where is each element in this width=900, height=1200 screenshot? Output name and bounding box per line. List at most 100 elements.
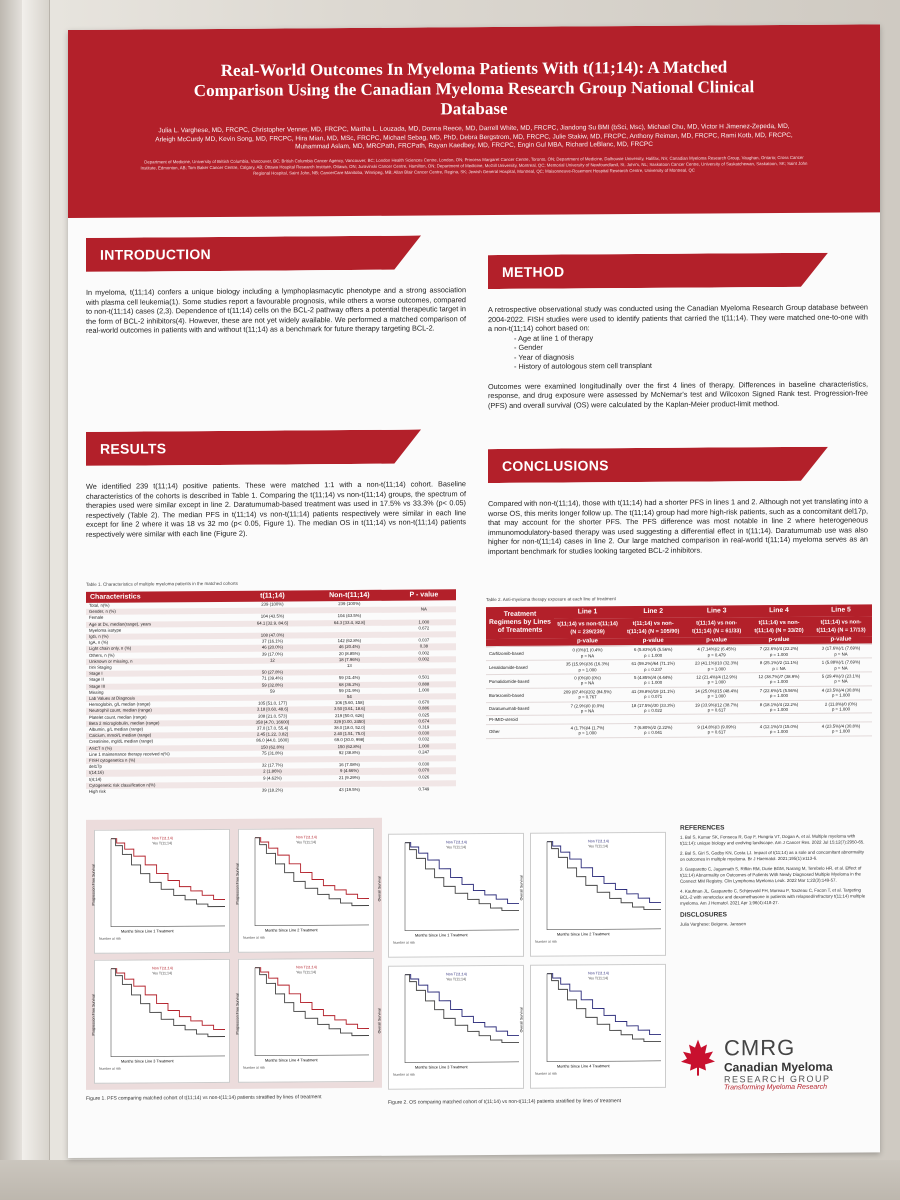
km-legend-b: Yes T(11;14): [152, 841, 173, 846]
table2-regimen: Other: [486, 723, 554, 739]
km-legend-a: Non T(11;14): [152, 966, 173, 971]
km-plot: Non T(11;14) Yes T(11;14) Progression Free…: [91, 828, 230, 954]
poster: Real-World Outcomes In Myeloma Patients …: [68, 24, 880, 1159]
method-block: A retrospective observational study was …: [488, 302, 868, 410]
km-axes: [404, 974, 519, 1063]
km-xlabel: Months Since Line 3 Treatment: [415, 1065, 468, 1070]
km-plot-svg: [404, 974, 519, 1063]
km-plot: Non T(11;14) Yes T(11;14) Progression Free…: [236, 957, 374, 1083]
table2-cell: 8 (25.1%)/2 (11.1%) p = NA: [747, 658, 810, 673]
table2-cell: 4 (23.5%)/4 (30.8%) p = 1.000: [809, 685, 872, 700]
km-curve-non-t1114: [111, 968, 225, 1031]
km-curve-non-t1114: [111, 838, 225, 901]
reference-item: 3. Gasparetto C, Jagannath S, Rifkin RM,…: [680, 865, 862, 884]
km-number-at-risk: Number at risk: [393, 1072, 416, 1077]
km-plot-svg: [254, 967, 369, 1056]
km-xlabel: Months Since Line 4 Treatment: [265, 1058, 318, 1063]
km-axes: [254, 837, 369, 926]
km-curve-non-t1114: [255, 967, 369, 1030]
km-curve-t1114: [547, 841, 661, 911]
table2-cell: 4 (23.5%)/4 (30.8%) p = 1.000: [809, 721, 872, 737]
table2-line-header: Line 3: [685, 605, 748, 618]
table1-header: P - value: [391, 589, 456, 601]
km-curve-t1114: [111, 838, 225, 908]
table2-cell: 5 (4.85%)/4 (4.44%) p = 1.000: [621, 673, 686, 688]
km-legend-b: Yes T(11;14): [446, 977, 467, 982]
table2-cell: 9 (14.8%)/3 (9.09%) p = 0.617: [685, 722, 748, 737]
board-bottom: [0, 1160, 900, 1200]
table1-cell: 43 (19.5%): [338, 787, 360, 793]
table2-cell: 3 (17.6%)/1 (7.69%) p = NA: [809, 644, 872, 659]
km-curve-t1114: [255, 837, 369, 907]
km-axes: [404, 842, 519, 931]
conclusions-heading: CONCLUSIONS: [488, 447, 828, 483]
table1-cell: 39 (18.2%): [261, 787, 283, 793]
method-bullets: Age at line 1 of therapy Gender Year of …: [488, 331, 868, 372]
disclosures-text: Julia Varghese: Beigene, Janssen: [680, 921, 747, 927]
km-legend-a: Non T(11;14): [446, 972, 467, 977]
logo-tagline: Transforming Myeloma Research: [724, 1083, 827, 1092]
km-number-at-risk: Number at risk: [243, 1065, 266, 1070]
table2-cell: 61 (59.2%)/64 (71.1%) p = 0.237: [621, 659, 686, 674]
method-text-2: Outcomes were examined longitudinally ov…: [488, 378, 868, 410]
table2-cell: 7 (22.6%)/4 (22.2%) p = 1.000: [747, 644, 810, 659]
table2-cell: 7 (2.9%)/0 (0.0%) p = NA: [554, 701, 622, 716]
km-curve-t1114: [547, 973, 661, 1043]
maple-leaf-icon: [681, 1039, 715, 1076]
conclusions-text: Compared with non-t(11;14), those with t…: [488, 496, 868, 556]
km-number-at-risk: Number at risk: [99, 936, 122, 941]
km-xlabel: Months Since Line 3 Treatment: [121, 1059, 174, 1064]
km-legend-a: Non T(11;14): [446, 840, 467, 845]
km-ylabel: Overall Survival: [519, 1007, 524, 1033]
km-curve-t1114: [111, 968, 225, 1038]
table2-cell: 0 (0%)/1 (0.4%) p = NA: [554, 646, 622, 661]
km-plot-svg: [404, 842, 519, 931]
km-ylabel: Overall Survival: [377, 876, 382, 902]
km-curve-non-t1114: [255, 837, 369, 900]
km-legend-b: Yes T(11;14): [152, 971, 173, 976]
km-xlabel: Months Since Line 4 Treatment: [557, 1064, 610, 1069]
table1-cell: 0.749: [418, 786, 430, 792]
table2-row: Other 4 (1.7%)/4 (1.7%) p = 1.000 7 (6.80%…: [486, 721, 872, 739]
introduction-heading: INTRODUCTION: [86, 236, 421, 272]
km-number-at-risk: Number at risk: [535, 1071, 558, 1076]
introduction-text: In myeloma, t(11;14) confers a unique bi…: [86, 285, 466, 335]
table2-cell: 1 (5.88%)/1 (7.69%) p = NA: [809, 658, 872, 673]
km-curve-non-t1114: [547, 841, 661, 903]
table2-regimen: Bortezomib-based: [486, 687, 554, 703]
km-curve-non-t1114: [547, 973, 661, 1035]
table2-cohort-header: t(11;14) vs non-t(11;14) (N = 17/13): [809, 616, 872, 637]
km-legend-b: Yes T(11;14): [588, 976, 609, 981]
board-edge: [0, 0, 22, 1200]
km-xlabel: Months Since Line 2 Treatment: [265, 928, 318, 933]
table2-cell: 7 (6.80%)/2 (2.22%) p = 0.041: [621, 723, 686, 738]
logo-abbrev: CMRG: [724, 1034, 796, 1061]
km-plot: Non T(11;14) Yes T(11;14) Overall Survival…: [520, 963, 666, 1089]
references-heading: REFERENCES: [680, 824, 725, 832]
table2-cohort-header: t(11;14) vs non-t(11;14) (N = 33/20): [747, 616, 810, 638]
km-axes: [254, 967, 369, 1056]
km-number-at-risk: Number at risk: [535, 939, 558, 944]
km-legend-b: Yes T(11;14): [296, 840, 317, 845]
km-ylabel: Progression Free Survival: [91, 864, 96, 906]
table2-line-header: Line 5: [809, 604, 872, 617]
table1-caption: Table 1. Characteristics of multiple mye…: [86, 580, 238, 587]
table1-header: Non-t(11;14): [306, 589, 392, 602]
method-bullet: History of autologous stem cell transpla…: [514, 359, 868, 371]
km-legend-a: Non T(11;14): [296, 835, 317, 840]
table2-cell: 4 (1.7%)/4 (1.7%) p = 1.000: [554, 723, 622, 738]
table2-line-header: Line 2: [621, 605, 686, 619]
reference-item: 2. Bal S, Giri S, Godby KN, Costa LJ. Im…: [680, 849, 864, 862]
km-plot: Non T(11;14) Yes T(11;14) Progression Free…: [92, 958, 230, 1084]
km-ylabel: Overall Survival: [377, 1008, 382, 1034]
table2-regimen: Daratumumab-based: [486, 701, 554, 717]
km-curve-t1114: [405, 974, 519, 1044]
km-number-at-risk: Number at risk: [393, 940, 416, 945]
km-legend-a: Non T(11;14): [588, 971, 609, 976]
table2-regimen: Lenalidomide-based: [486, 660, 554, 675]
table2-cell: 35 (15.9%)/36 (16.3%) p = 1.000: [554, 659, 622, 675]
table2-cell: 5 (29.4%)/3 (23.1%) p = NA: [809, 671, 872, 687]
logo-name: Canadian Myeloma: [724, 1059, 833, 1075]
table2-row-header: Treatment Regimens by Lines of Treatment…: [486, 606, 554, 640]
km-plot: Non T(11;14) Yes T(11;14) Overall Survival…: [378, 964, 524, 1090]
